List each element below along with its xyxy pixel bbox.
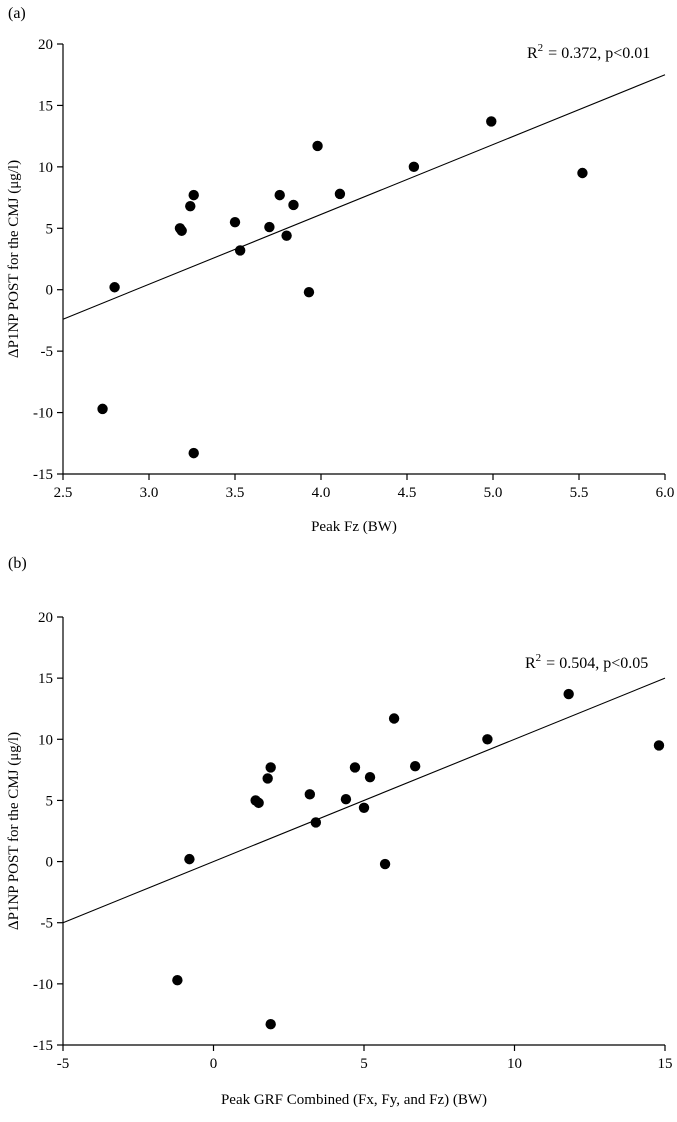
data-point bbox=[577, 167, 588, 179]
panel-b-label: (b) bbox=[8, 555, 27, 572]
x-tick-label: 10 bbox=[507, 1056, 522, 1072]
data-point bbox=[262, 773, 273, 784]
r-squared-annotation: R2 = 0.504, p<0.05 bbox=[525, 652, 648, 672]
data-point bbox=[364, 771, 376, 783]
data-point bbox=[334, 188, 346, 200]
data-point bbox=[288, 199, 299, 211]
x-tick-label: 6.0 bbox=[656, 485, 675, 501]
data-point bbox=[653, 740, 665, 751]
x-tick-label: 0 bbox=[210, 1056, 218, 1072]
r-symbol: R bbox=[525, 655, 536, 672]
y-tick-label: -10 bbox=[33, 977, 53, 993]
chart-panel-b: -15 -10 -5 0 5 10 15 20 -5 0 5 10 15 Peak GRF Combine… bbox=[6, 610, 673, 1108]
regression-line bbox=[62, 677, 666, 924]
x-axis-title: Peak GRF Combined (Fx, Fy, and Fz) (BW) bbox=[221, 1092, 487, 1108]
data-point bbox=[172, 974, 183, 986]
data-point bbox=[482, 734, 493, 745]
x-tick-label: 5.0 bbox=[484, 485, 503, 501]
x-tick-label: 5.5 bbox=[570, 485, 589, 501]
x-tick-label: 5 bbox=[360, 1056, 368, 1072]
y-tick-label: 5 bbox=[46, 221, 54, 237]
data-point bbox=[310, 817, 322, 828]
y-tick-label: -5 bbox=[41, 344, 54, 360]
data-point bbox=[176, 225, 187, 236]
data-point bbox=[185, 200, 196, 212]
y-tick-label: -15 bbox=[33, 467, 53, 483]
data-point bbox=[264, 221, 275, 233]
data-point bbox=[188, 447, 199, 459]
x-tick-label: -5 bbox=[57, 1056, 70, 1072]
r-squared-value: = 0.372, p<0.01 bbox=[548, 45, 650, 62]
data-point bbox=[184, 853, 195, 865]
y-tick-label: 15 bbox=[38, 671, 53, 687]
y-axis-title: ΔP1NP POST for the CMJ (μg/l) bbox=[6, 160, 22, 358]
x-tick-label: 15 bbox=[658, 1056, 673, 1072]
y-tick-label: 15 bbox=[38, 98, 53, 114]
data-point bbox=[312, 140, 323, 152]
regression-line bbox=[62, 74, 666, 320]
panel-a-label: (a) bbox=[8, 5, 26, 22]
y-tick-label: -15 bbox=[33, 1038, 53, 1054]
x-tick-label: 3.0 bbox=[140, 485, 159, 501]
y-tick-label: -10 bbox=[33, 406, 53, 422]
r-squared-value: = 0.504, p<0.05 bbox=[546, 655, 648, 672]
data-point bbox=[304, 789, 316, 800]
data-point bbox=[379, 858, 391, 870]
y-tick-label: 10 bbox=[38, 160, 53, 176]
data-point bbox=[388, 713, 400, 724]
data-point bbox=[109, 282, 120, 293]
chart-panel-a: -15 -10 -5 0 5 10 15 20 2.5 3.0 3.5 4.0 4.5 5.0 5.5 6.0… bbox=[6, 37, 674, 535]
y-tick-label: 0 bbox=[46, 855, 54, 871]
data-point bbox=[563, 688, 574, 700]
r-squared-annotation: R2 = 0.372, p<0.01 bbox=[527, 42, 650, 62]
data-point bbox=[265, 1019, 276, 1030]
data-point bbox=[97, 403, 108, 415]
data-point bbox=[486, 116, 497, 127]
data-point bbox=[274, 189, 285, 201]
y-tick-label: 10 bbox=[38, 732, 53, 748]
y-tick-label: 0 bbox=[46, 283, 54, 299]
y-tick-label: 20 bbox=[38, 37, 53, 53]
y-axis-title: ΔP1NP POST for the CMJ (μg/l) bbox=[6, 732, 22, 930]
data-point bbox=[303, 286, 315, 298]
x-axis-title: Peak Fz (BW) bbox=[311, 519, 397, 535]
y-tick-label: -5 bbox=[41, 916, 54, 932]
data-point bbox=[358, 802, 370, 813]
data-point bbox=[349, 762, 361, 773]
x-tick-label: 3.5 bbox=[226, 485, 245, 501]
data-point bbox=[281, 230, 292, 241]
x-tick-label: 4.0 bbox=[312, 485, 331, 501]
data-point bbox=[265, 762, 276, 773]
y-tick-label: 20 bbox=[38, 610, 53, 626]
r-superscript: 2 bbox=[538, 42, 544, 54]
data-point bbox=[234, 245, 246, 256]
data-point bbox=[409, 760, 421, 772]
data-point bbox=[229, 216, 241, 228]
data-point bbox=[408, 161, 420, 173]
x-tick-label: 4.5 bbox=[398, 485, 417, 501]
r-superscript: 2 bbox=[536, 652, 542, 664]
data-point bbox=[253, 797, 264, 809]
x-tick-label: 2.5 bbox=[54, 485, 73, 501]
r-symbol: R bbox=[527, 45, 538, 62]
data-point bbox=[188, 189, 199, 201]
y-tick-label: 5 bbox=[46, 793, 54, 809]
data-point bbox=[340, 794, 352, 805]
